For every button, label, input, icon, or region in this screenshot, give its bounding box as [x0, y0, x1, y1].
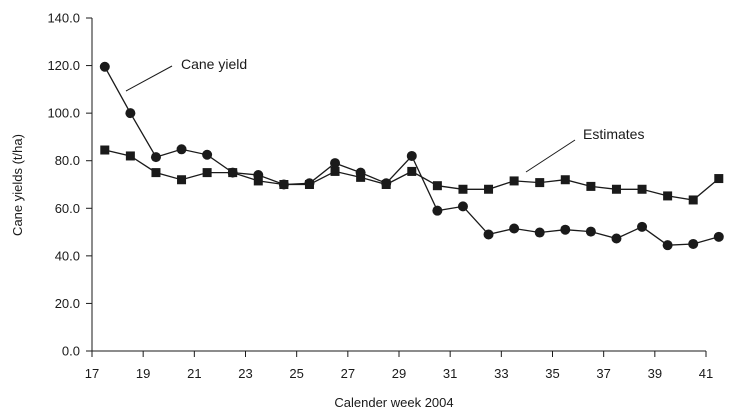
- data-point-estimates: [714, 174, 724, 184]
- data-point-estimates: [125, 151, 135, 161]
- data-point-cane-yield: [585, 226, 596, 237]
- data-point-cane-yield: [483, 229, 494, 240]
- data-point-estimates: [330, 166, 340, 176]
- data-point-cane-yield: [457, 201, 468, 212]
- data-point-cane-yield: [150, 152, 161, 163]
- x-axis-title: Calender week 2004: [334, 395, 453, 410]
- data-point-cane-yield: [202, 149, 213, 160]
- y-tick-label: 120.0: [47, 58, 80, 73]
- data-point-cane-yield: [662, 240, 673, 251]
- data-point-estimates: [535, 178, 545, 188]
- data-point-estimates: [663, 191, 673, 201]
- data-point-estimates: [356, 172, 366, 182]
- data-point-cane-yield: [509, 223, 520, 234]
- x-tick-label: 23: [238, 366, 252, 381]
- data-point-cane-yield: [688, 238, 699, 249]
- y-tick-label: 0.0: [62, 344, 80, 359]
- data-point-cane-yield: [637, 221, 648, 232]
- data-point-cane-yield: [99, 61, 110, 72]
- data-point-estimates: [100, 145, 110, 155]
- data-point-cane-yield: [611, 233, 622, 244]
- x-tick-label: 19: [136, 366, 150, 381]
- x-tick-label: 39: [648, 366, 662, 381]
- x-tick-label: 33: [494, 366, 508, 381]
- data-point-cane-yield: [534, 227, 545, 238]
- data-point-estimates: [432, 181, 442, 191]
- data-point-estimates: [407, 166, 417, 176]
- data-point-estimates: [637, 184, 647, 194]
- data-point-cane-yield: [432, 205, 443, 216]
- series-layer: [99, 61, 724, 251]
- data-point-estimates: [151, 168, 161, 178]
- series-estimates: [100, 145, 724, 205]
- y-tick-label: 20.0: [55, 296, 80, 311]
- data-point-cane-yield: [176, 144, 187, 155]
- y-tick-label: 60.0: [55, 201, 80, 216]
- y-tick-label: 100.0: [47, 106, 80, 121]
- data-point-cane-yield: [125, 108, 136, 119]
- data-point-estimates: [611, 184, 621, 194]
- annotation-estimates: Estimates: [583, 126, 644, 142]
- y-tick-label: 40.0: [55, 248, 80, 263]
- annotation-leader-line-cane-yield: [125, 65, 173, 92]
- annotation-leader-line-estimates: [525, 139, 576, 173]
- x-tick-label: 17: [85, 366, 99, 381]
- x-tick-label: 31: [443, 366, 457, 381]
- data-point-estimates: [509, 176, 519, 186]
- data-point-estimates: [304, 180, 314, 189]
- data-point-cane-yield: [560, 224, 571, 235]
- series-cane-yield: [99, 61, 724, 251]
- x-tick-label: 27: [341, 366, 355, 381]
- annotation-cane-yield: Cane yield: [181, 56, 247, 72]
- x-tick-label: 35: [545, 366, 559, 381]
- data-point-estimates: [177, 175, 187, 185]
- x-tick-label: 25: [289, 366, 303, 381]
- data-point-estimates: [228, 168, 238, 178]
- data-point-estimates: [560, 175, 570, 185]
- data-point-cane-yield: [330, 158, 341, 169]
- y-tick-label: 140.0: [47, 11, 80, 26]
- data-point-estimates: [586, 181, 596, 191]
- data-point-estimates: [202, 168, 212, 178]
- x-tick-label: 41: [699, 366, 713, 381]
- data-point-estimates: [279, 180, 289, 189]
- data-point-estimates: [253, 176, 263, 186]
- x-tick-label: 29: [392, 366, 406, 381]
- y-axis-title: Cane yields (t/ha): [10, 134, 25, 236]
- data-point-estimates: [381, 180, 391, 189]
- x-axis-ticks: 17 19 21 23 25 27 29 31 33 35 37 39 41: [85, 351, 713, 381]
- data-point-estimates: [458, 184, 468, 194]
- y-tick-label: 80.0: [55, 153, 80, 168]
- x-tick-label: 37: [596, 366, 610, 381]
- y-axis-ticks: 0.0 20.0 40.0 60.0 80.0 100.0 120.0 140.0: [47, 11, 92, 359]
- data-point-cane-yield: [713, 231, 724, 242]
- x-tick-label: 21: [187, 366, 201, 381]
- data-point-cane-yield: [406, 150, 417, 161]
- data-point-estimates: [688, 195, 698, 205]
- annotation-layer: Cane yield Estimates: [125, 56, 644, 173]
- data-point-estimates: [484, 184, 494, 194]
